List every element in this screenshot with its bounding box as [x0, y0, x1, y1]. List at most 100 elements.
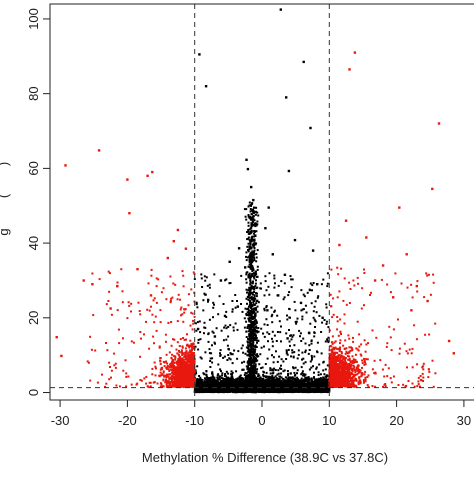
cloud-point-black [226, 387, 229, 389]
cloud-point-black [277, 378, 280, 381]
cloud-point-black [298, 379, 301, 382]
cloud-point-black [324, 379, 327, 382]
cloud-point-black [216, 374, 219, 377]
cloud-point-black [206, 379, 209, 381]
cloud-point-black [203, 380, 206, 383]
cloud-point-black [216, 390, 219, 393]
cloud-point-black [202, 389, 204, 392]
cloud-point-black [325, 383, 328, 386]
cloud-point-black [309, 387, 312, 390]
cloud-point-black [280, 376, 283, 379]
cloud-point-black [276, 378, 279, 380]
cloud-point-black [263, 390, 266, 393]
cloud-point-black [282, 390, 285, 393]
cloud-point-black [285, 390, 288, 393]
cloud-point-black [323, 378, 326, 381]
cloud-point-black [287, 379, 290, 381]
cloud-point-black [244, 391, 247, 393]
cloud-point-black [287, 377, 290, 380]
cloud-point-black [221, 372, 224, 375]
cloud-point-black [262, 387, 264, 390]
cloud-point-black [326, 381, 329, 384]
cloud-point-black [327, 378, 330, 381]
cloud-point-black [219, 385, 222, 388]
cloud-point-black [311, 380, 314, 383]
cloud-point-black [233, 388, 235, 391]
cloud-point-black [287, 390, 290, 393]
cloud-point-black [266, 388, 269, 391]
cloud-point-black [257, 387, 260, 390]
cloud-point-black [309, 386, 312, 389]
cloud-point-black [228, 389, 231, 392]
cloud-point-black [306, 390, 309, 393]
cloud-point-black [204, 378, 207, 381]
cloud-point-black [251, 390, 254, 393]
cloud-point-black [303, 374, 306, 377]
cloud-point-black [251, 389, 253, 392]
cloud-point-black [212, 380, 215, 383]
cloud-point-black [310, 389, 313, 392]
cloud-point-black [228, 385, 231, 388]
cloud-point-black [277, 380, 280, 382]
cloud-point-black [249, 390, 252, 393]
cloud-point-black [213, 389, 216, 392]
cloud-point-black [287, 372, 290, 375]
cloud-point-black [322, 389, 325, 392]
cloud-point-black [211, 385, 214, 388]
cloud-point-black [201, 378, 204, 381]
cloud-point-black [260, 388, 263, 391]
cloud-point-black [269, 372, 272, 375]
cloud-point-black [209, 391, 212, 394]
cloud-point-black [220, 377, 223, 379]
cloud-point-black [312, 389, 315, 392]
cloud-point-black [272, 391, 275, 394]
cloud-point-black [225, 379, 228, 382]
cloud-point-black [196, 378, 199, 381]
cloud-point-black [269, 389, 272, 392]
cloud-point-black [235, 382, 238, 385]
cloud-point-black [317, 389, 320, 392]
cloud-point-black [196, 381, 199, 384]
cloud-point-black [306, 386, 309, 389]
cloud-point-black [284, 388, 287, 390]
cloud-point-black [278, 379, 281, 382]
cloud-point-black [227, 388, 229, 391]
cloud-point-black [317, 379, 320, 382]
cloud-point-black [234, 390, 237, 393]
cloud-point-black [302, 390, 305, 392]
cloud-point-black [268, 390, 270, 393]
cloud-point-black [253, 390, 255, 393]
cloud-point-black [262, 390, 265, 392]
cloud-point-black [319, 384, 322, 387]
cloud-point-black [241, 388, 244, 391]
cloud-point-black [222, 379, 225, 382]
cloud-point-black [223, 378, 226, 380]
cloud-point-black [232, 389, 235, 392]
cloud-point-black [285, 376, 288, 379]
cloud-point-black [218, 375, 221, 378]
cloud-point-black [320, 386, 322, 389]
cloud-point-black [258, 386, 261, 389]
cloud-point-black [273, 388, 275, 391]
cloud-point-black [213, 385, 216, 388]
cloud-point-black [308, 377, 311, 380]
cloud-point-black [321, 390, 324, 393]
cloud-point-black [283, 390, 286, 393]
cloud-point-black [218, 387, 220, 390]
cloud-point-black [199, 386, 202, 389]
cloud-point-black [324, 378, 327, 381]
cloud-point-black [278, 386, 281, 388]
cloud-point-black [294, 389, 297, 392]
cloud-point-black [266, 381, 269, 384]
cloud-point-black [307, 376, 310, 379]
cloud-point-black [213, 377, 216, 380]
cloud-point-black [298, 390, 301, 393]
cloud-point-black [262, 373, 265, 376]
cloud-point-black [314, 387, 317, 390]
cloud-point-black [222, 377, 225, 380]
cloud-point-black [206, 382, 209, 385]
cloud-point-black [308, 385, 311, 388]
cloud-point-black [238, 388, 241, 391]
cloud-point-black [307, 380, 310, 383]
